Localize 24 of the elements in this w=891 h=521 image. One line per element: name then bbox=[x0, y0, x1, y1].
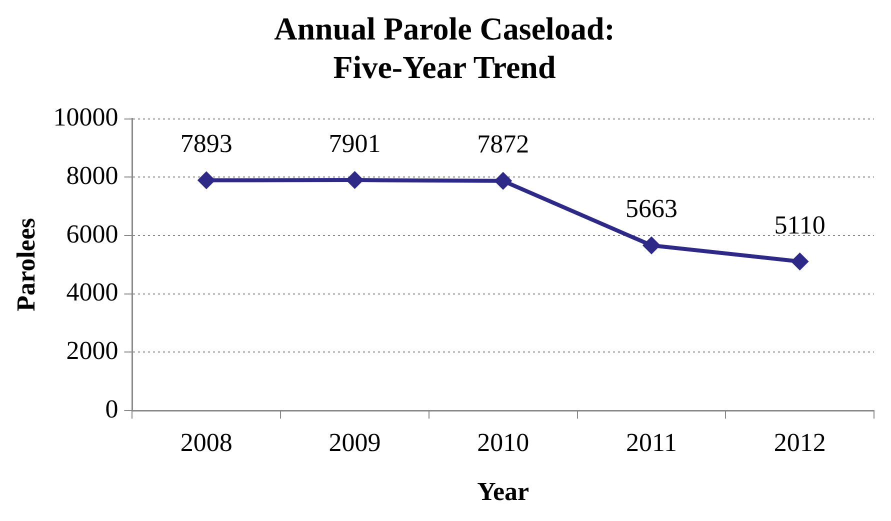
y-tick-label: 4000 bbox=[66, 278, 118, 307]
chart-title: Annual Parole Caseload: Five-Year Trend bbox=[274, 10, 615, 85]
data-label: 7872 bbox=[477, 130, 530, 159]
y-tick-label: 0 bbox=[105, 394, 118, 424]
y-axis-title: Parolees bbox=[11, 218, 40, 312]
data-label: 5110 bbox=[774, 210, 826, 240]
point bbox=[790, 252, 809, 270]
y-tick-label: 10000 bbox=[53, 102, 118, 132]
data-label: 7901 bbox=[328, 128, 381, 158]
x-tick-label: 2008 bbox=[180, 428, 232, 458]
x-axis-title: Year bbox=[477, 477, 530, 506]
point bbox=[197, 171, 216, 190]
data-label: 5663 bbox=[625, 194, 678, 224]
x-tick-label: 2010 bbox=[477, 428, 530, 458]
x-tick-label: 2012 bbox=[774, 428, 826, 458]
x-tick-label: 2009 bbox=[328, 428, 381, 458]
x-tick-label: 2011 bbox=[626, 428, 677, 458]
y-tick-label: 8000 bbox=[66, 160, 118, 190]
point bbox=[346, 171, 364, 190]
point bbox=[642, 236, 660, 254]
y-tick-label: 2000 bbox=[66, 336, 118, 366]
data-label: 7893 bbox=[180, 129, 232, 158]
y-tick-label: 6000 bbox=[66, 219, 118, 248]
point bbox=[494, 172, 512, 190]
